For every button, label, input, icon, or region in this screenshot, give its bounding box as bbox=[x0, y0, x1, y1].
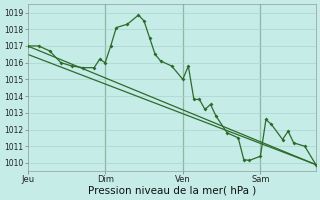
X-axis label: Pression niveau de la mer( hPa ): Pression niveau de la mer( hPa ) bbox=[88, 186, 256, 196]
